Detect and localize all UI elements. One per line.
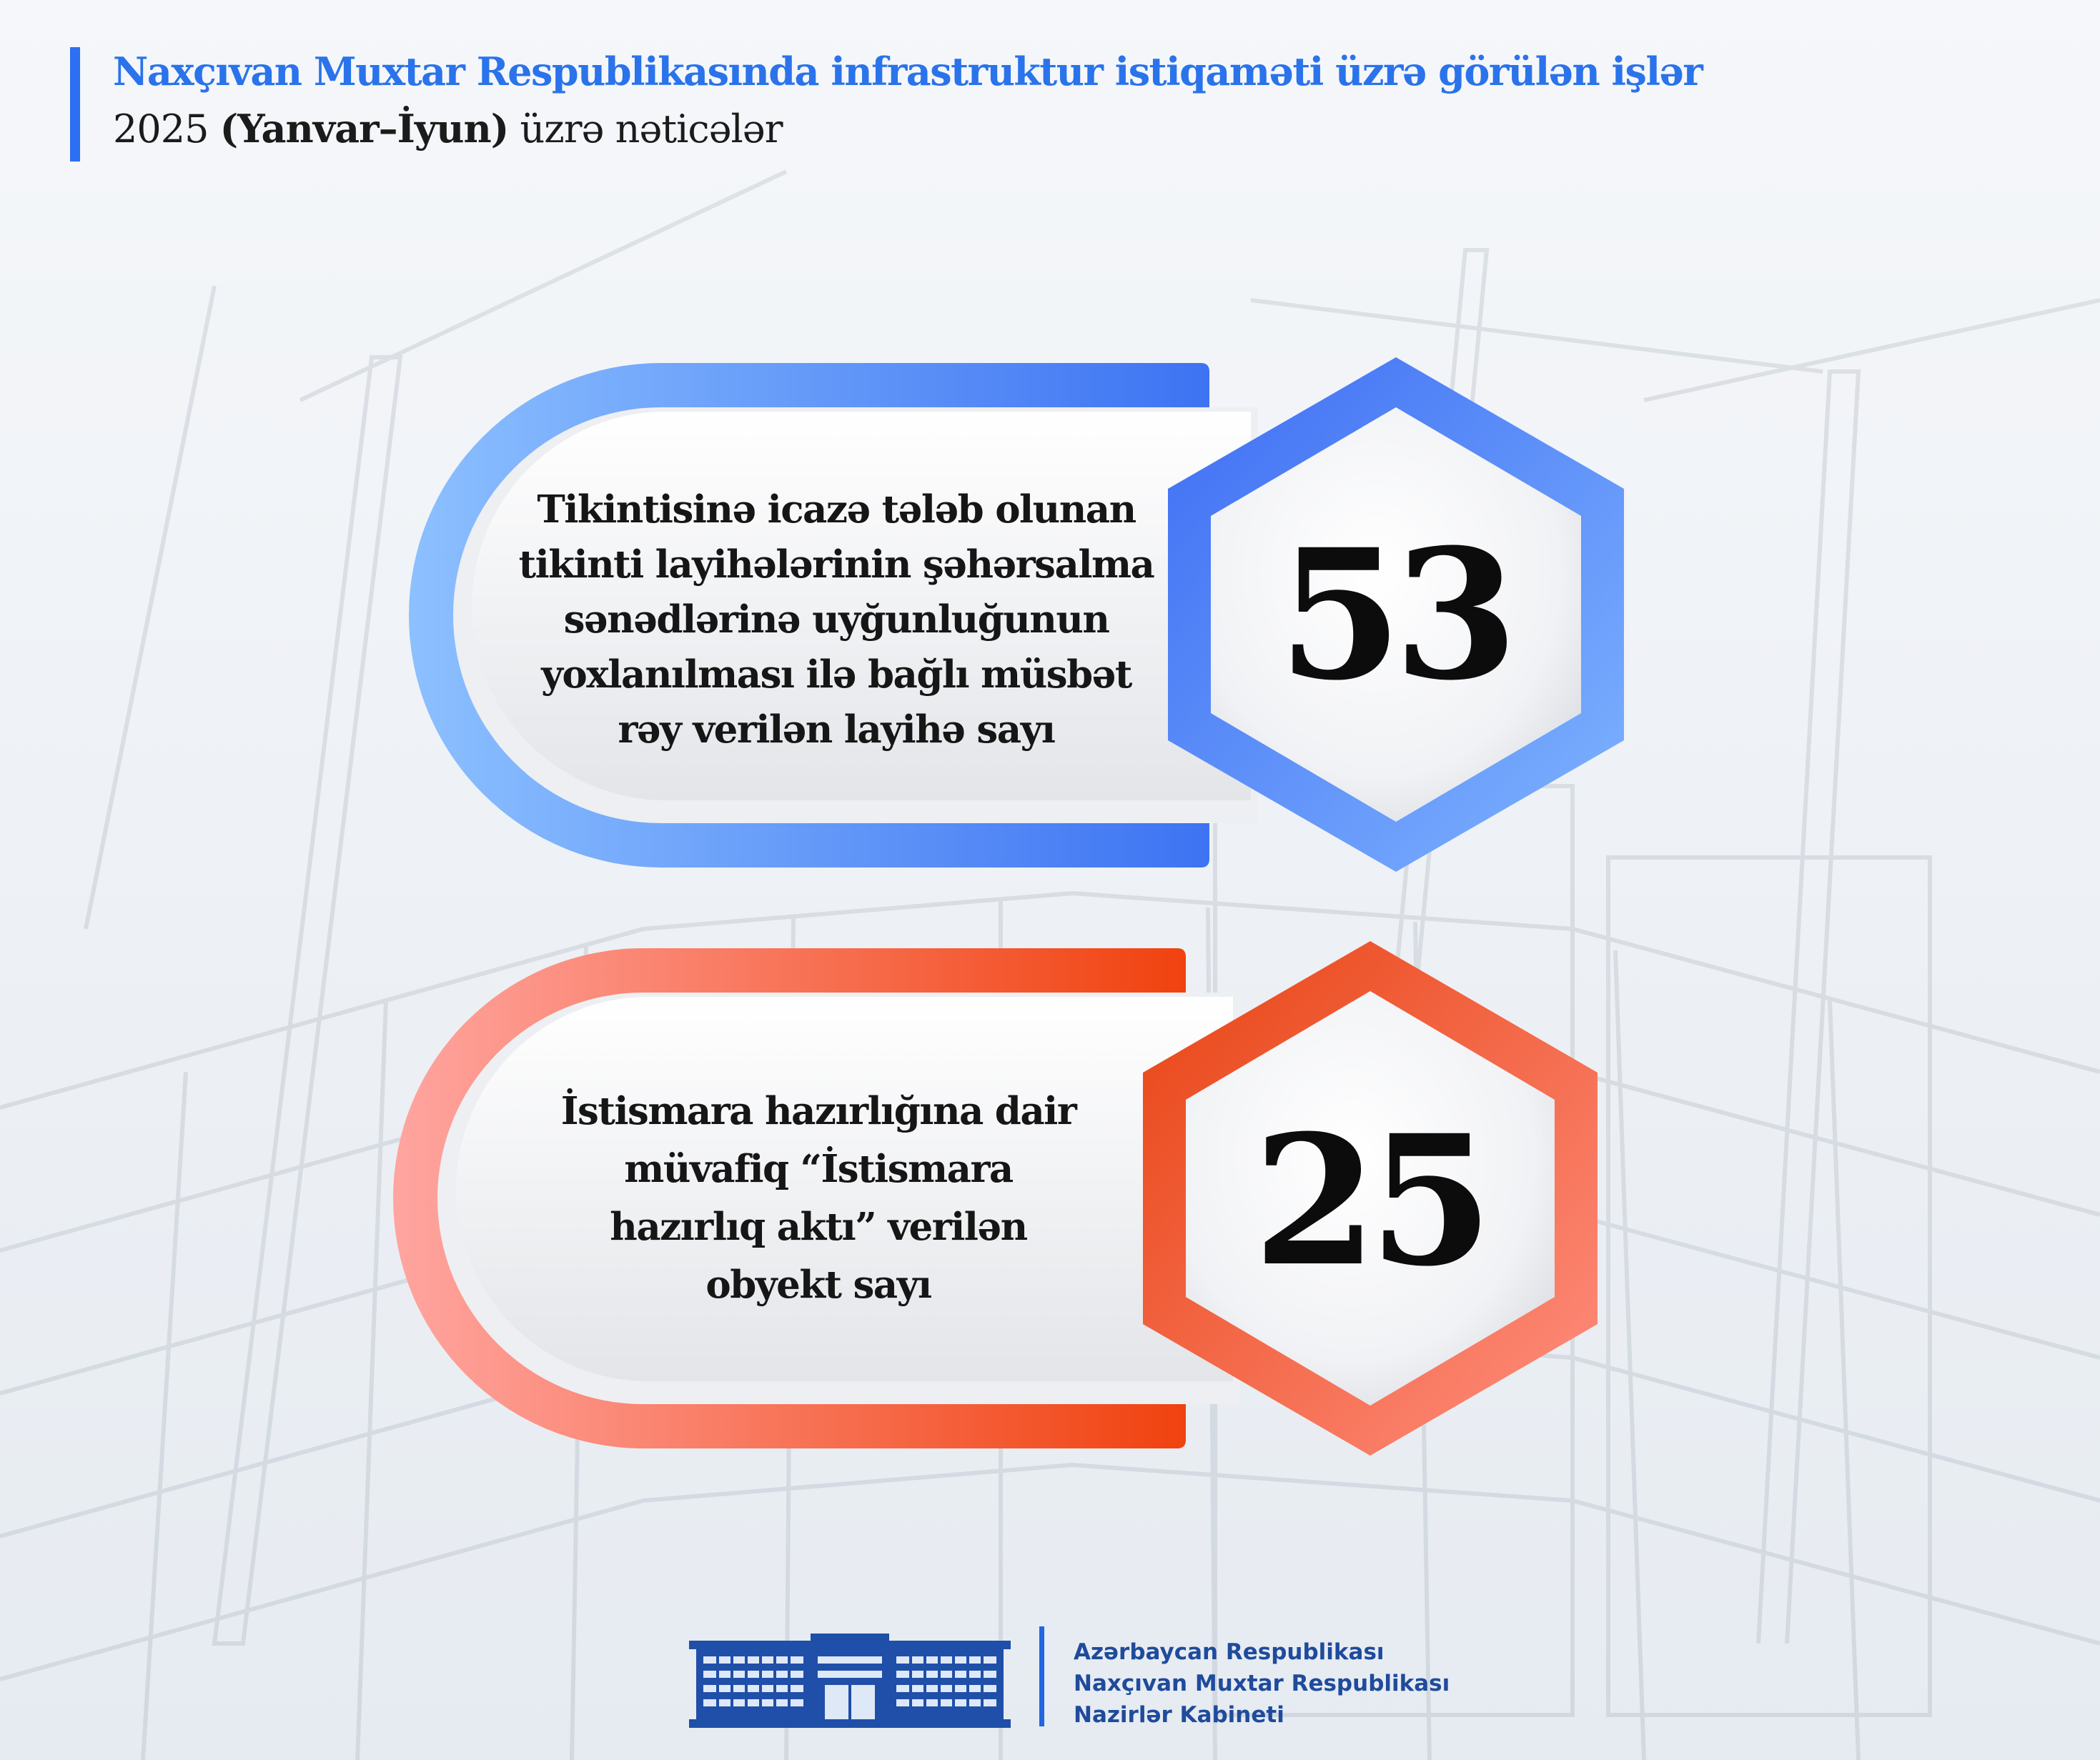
footer: Azərbaycan Respublikası Naxçıvan Muxtar … — [689, 1626, 1450, 1737]
header: Naxçıvan Muxtar Respublikasında infrastr… — [70, 47, 1857, 161]
stat-card-operation-readiness: İstismara hazırlığına dair müvafiq “İsti… — [393, 933, 1626, 1461]
card-shape-red — [393, 941, 1598, 1456]
card-description-line: müvafiq “İstismara — [624, 1147, 1014, 1191]
footer-line-republic: Naxçıvan Muxtar Respublikası — [1074, 1671, 1450, 1696]
footer-divider — [1039, 1626, 1044, 1726]
footer-organization: Azərbaycan Respublikası Naxçıvan Muxtar … — [1074, 1636, 1450, 1731]
stat-value: 25 — [1253, 1095, 1493, 1306]
page-subtitle: 2025 (Yanvar–İyun) üzrə nəticələr — [113, 106, 783, 151]
card-description-line: hazırlıq aktı” verilən — [610, 1205, 1028, 1249]
page-title: Naxçıvan Muxtar Respublikasında infrastr… — [113, 49, 1703, 94]
footer-line-country: Azərbaycan Respublikası — [1074, 1639, 1385, 1665]
card-shape-blue — [409, 357, 1624, 872]
card-description-line: İstismara hazırlığına dair — [560, 1089, 1077, 1133]
card-description-line: obyekt sayı — [705, 1263, 932, 1307]
card-description-line: rəy verilən layihə sayı — [618, 707, 1056, 752]
card-description-line: yoxlanılması ilə bağlı müsbət — [541, 652, 1132, 697]
subtitle-year: 2025 — [113, 106, 209, 151]
card-description-line: tikinti layihələrinin şəhərsalma — [518, 542, 1155, 587]
footer-line-cabinet: Nazirlər Kabineti — [1074, 1702, 1284, 1728]
subtitle-period: (Yanvar–İyun) — [219, 106, 510, 151]
subtitle-rest: üzrə nəticələr — [520, 106, 783, 151]
card-description: Tikintisinə icazə tələb olunan tikinti l… — [515, 482, 1158, 757]
government-building-icon — [689, 1634, 1011, 1728]
card-description: İstismara hazırlığına dair müvafiq “İsti… — [504, 1083, 1133, 1314]
card-description-line: Tikintisinə icazə tələb olunan — [537, 487, 1136, 532]
card-description-line: sənədlərinə uyğunluğunun — [563, 597, 1110, 642]
stat-card-approved-projects: Tikintisinə icazə tələb olunan tikinti l… — [409, 350, 1644, 879]
stat-value: 53 — [1278, 509, 1518, 720]
header-accent-bar — [70, 47, 80, 161]
